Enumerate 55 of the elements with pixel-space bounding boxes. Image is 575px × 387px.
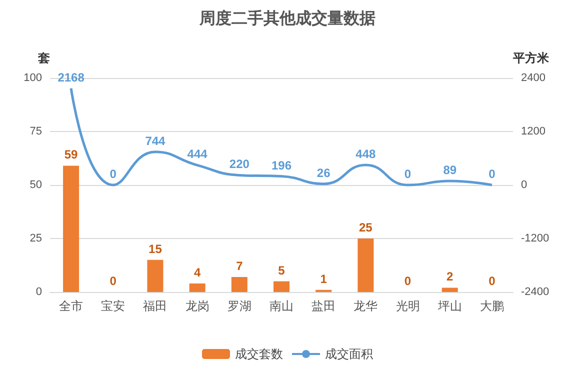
data-label: 744 bbox=[145, 134, 166, 148]
data-label: 196 bbox=[271, 158, 292, 172]
y2-tick-label: 2400 bbox=[521, 72, 546, 84]
data-label: 5 bbox=[278, 263, 286, 278]
data-label: 444 bbox=[187, 147, 208, 162]
bar bbox=[274, 281, 290, 292]
y2-axis-title: 平方米 bbox=[512, 51, 550, 65]
data-label: 89 bbox=[443, 163, 457, 178]
data-label: 0 bbox=[404, 167, 412, 181]
x-tick-label: 光明 bbox=[396, 299, 420, 313]
legend-label: 成交面积 bbox=[325, 347, 373, 361]
legend-label: 成交套数 bbox=[235, 347, 283, 361]
x-tick-label: 南山 bbox=[270, 299, 294, 313]
data-label: 0 bbox=[110, 167, 117, 181]
data-label: 7 bbox=[236, 259, 244, 274]
data-label: 2168 bbox=[58, 70, 85, 84]
data-label: 448 bbox=[356, 147, 376, 162]
chart-title: 周度二手其他成交量数据 bbox=[198, 8, 376, 28]
x-tick-label: 坪山 bbox=[436, 299, 462, 313]
y-tick-label: 0 bbox=[36, 286, 42, 298]
data-label: 26 bbox=[316, 166, 331, 180]
x-tick-label: 福田 bbox=[143, 299, 168, 313]
x-tick-label: 宝安 bbox=[101, 299, 126, 313]
y2-tick-label: 0 bbox=[521, 179, 528, 191]
data-label: 0 bbox=[110, 274, 117, 288]
y-axis-title: 套 bbox=[37, 51, 50, 65]
bar bbox=[442, 288, 458, 292]
y-tick-label: 50 bbox=[30, 179, 42, 191]
y2-tick-label: -2400 bbox=[521, 286, 550, 298]
y2-tick-label: -1200 bbox=[521, 232, 550, 244]
bar bbox=[231, 277, 248, 292]
data-label: 4 bbox=[194, 265, 201, 280]
bar bbox=[189, 283, 206, 292]
y-tick-label: 75 bbox=[30, 126, 42, 138]
data-label: 0 bbox=[404, 274, 412, 288]
x-tick-label: 龙岗 bbox=[185, 299, 210, 313]
data-label: 2 bbox=[446, 270, 454, 284]
x-tick-label: 大鹏 bbox=[480, 299, 504, 313]
y-tick-label: 25 bbox=[30, 232, 42, 244]
x-tick-label: 龙华 bbox=[354, 299, 378, 313]
data-label: 25 bbox=[359, 220, 373, 234]
data-label: 1 bbox=[320, 272, 328, 286]
y-tick-label: 100 bbox=[24, 72, 42, 84]
data-label: 0 bbox=[488, 274, 496, 288]
x-tick-label: 盐田 bbox=[312, 299, 336, 313]
data-label: 59 bbox=[64, 148, 78, 162]
x-tick-label: 全市 bbox=[59, 299, 84, 313]
x-tick-label: 罗湖 bbox=[227, 299, 252, 313]
bar bbox=[147, 260, 164, 292]
data-label: 15 bbox=[148, 242, 162, 256]
data-label: 0 bbox=[488, 167, 496, 181]
y2-tick-label: 1200 bbox=[521, 126, 546, 138]
data-label: 220 bbox=[229, 157, 250, 172]
bar bbox=[63, 166, 80, 292]
bar bbox=[358, 238, 374, 292]
